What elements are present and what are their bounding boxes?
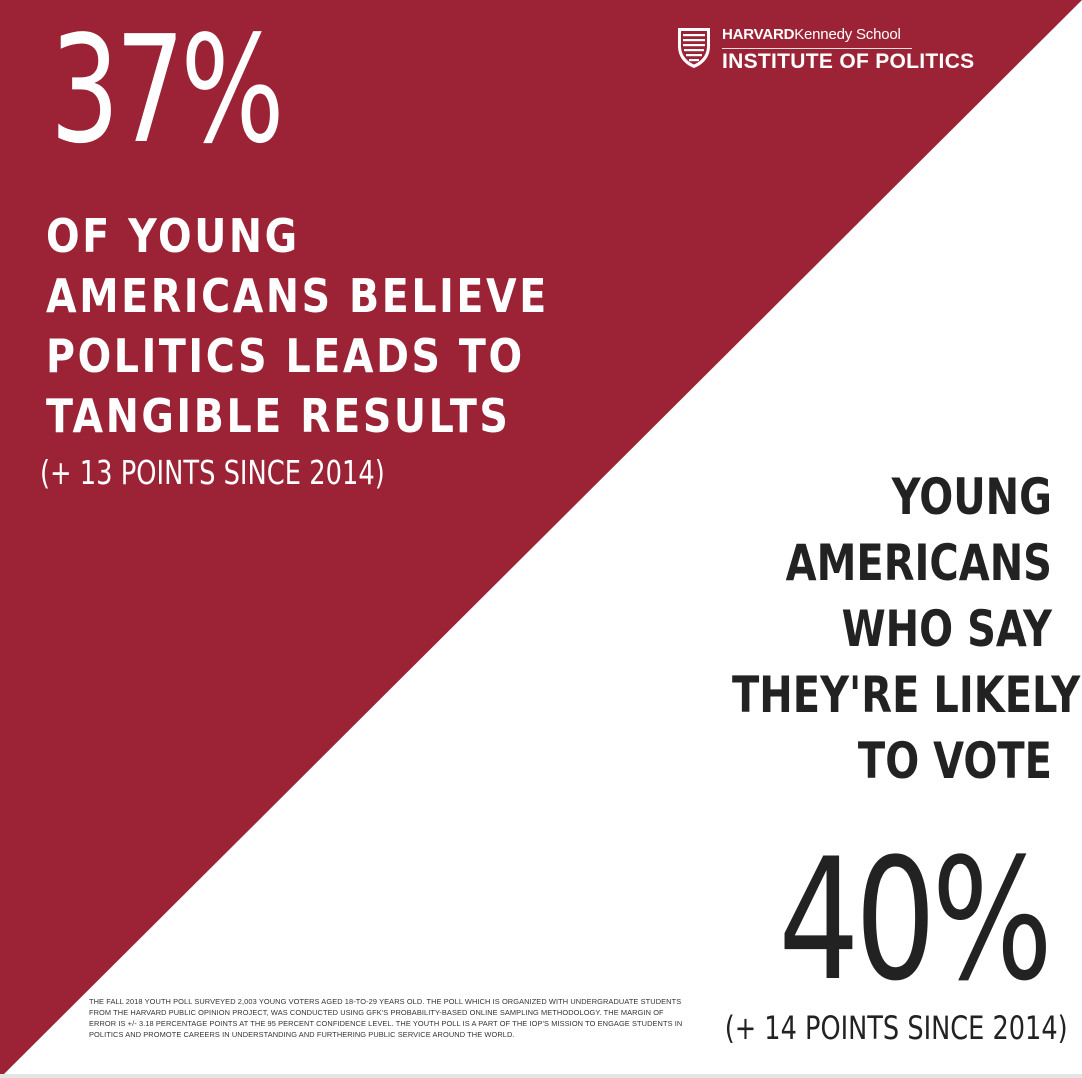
stat-bottom-headline: YOUNG AMERICANS WHO SAY THEY'RE LIKELY T… bbox=[732, 464, 1081, 794]
stat-bottom-headline-line: WHO SAY bbox=[841, 600, 1052, 658]
stat-top-headline-line: TANGIBLE RESULTS bbox=[46, 389, 511, 443]
logo-harvard-word: HARVARD bbox=[722, 26, 795, 43]
logo-divider bbox=[722, 48, 912, 49]
bottom-divider bbox=[0, 1074, 1082, 1078]
stat-top-headline-line: AMERICANS BELIEVE bbox=[46, 269, 549, 323]
harvard-kennedy-school-logo: HARVARDKennedy School INSTITUTE OF POLIT… bbox=[676, 26, 986, 76]
stat-top-headline: OF YOUNG AMERICANS BELIEVE POLITICS LEAD… bbox=[46, 206, 549, 446]
stat-bottom-percentage: 40% bbox=[777, 822, 1053, 1018]
stat-bottom-headline-line: TO VOTE bbox=[857, 732, 1052, 790]
stat-top-headline-line: OF YOUNG bbox=[46, 209, 300, 263]
stat-top-change: (+ 13 POINTS SINCE 2014) bbox=[40, 453, 385, 492]
stat-bottom-headline-line: AMERICANS bbox=[785, 534, 1052, 592]
logo-kennedy-school-words: Kennedy School bbox=[794, 26, 901, 43]
stat-top-headline-line: POLITICS LEADS TO bbox=[46, 329, 525, 383]
stat-bottom-headline-line: YOUNG bbox=[891, 468, 1052, 526]
stat-bottom-headline-line: THEY'RE LIKELY bbox=[732, 666, 1081, 724]
logo-school-name: HARVARDKennedy School bbox=[722, 26, 901, 43]
logo-institute-name: INSTITUTE OF POLITICS bbox=[722, 50, 975, 73]
methodology-fine-print: THE FALL 2018 YOUTH POLL SURVEYED 2,003 … bbox=[89, 997, 683, 1039]
stat-top-percentage: 37% bbox=[50, 4, 285, 176]
harvard-shield-icon bbox=[678, 28, 710, 68]
stat-bottom-change: (+ 14 POINTS SINCE 2014) bbox=[725, 1009, 1068, 1047]
